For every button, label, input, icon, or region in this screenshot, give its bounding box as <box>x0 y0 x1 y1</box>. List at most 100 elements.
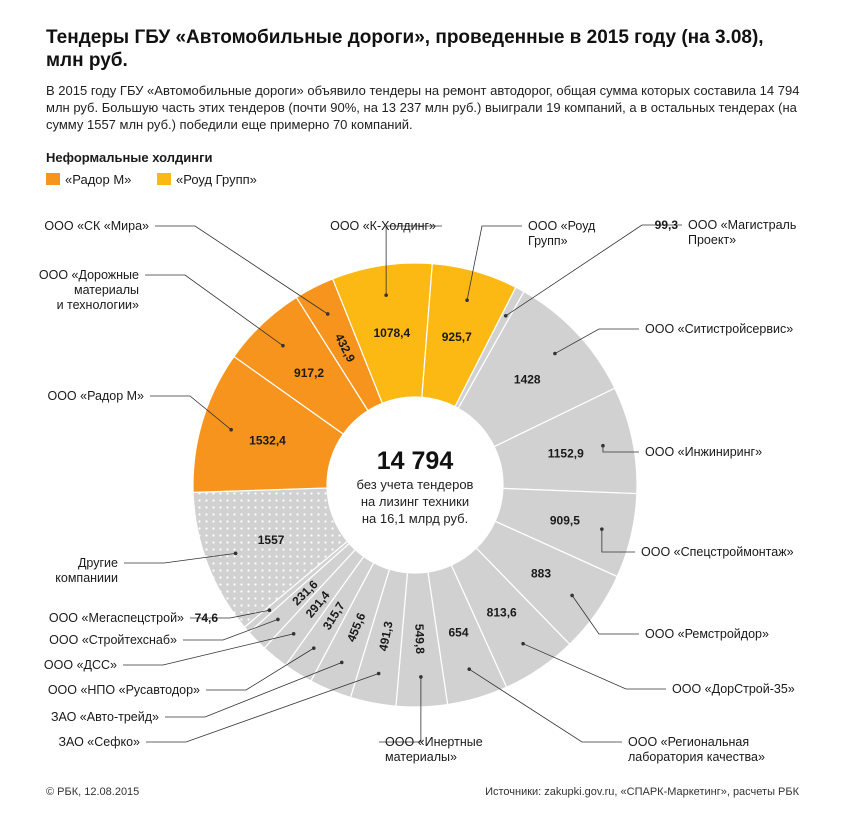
legend-label-road-group: «Роуд Групп» <box>176 172 257 187</box>
company-label: ООО «Роуд Групп» <box>528 219 596 248</box>
company-label-line: ООО «Дорожные <box>39 268 139 282</box>
leader-line <box>385 225 442 296</box>
leader-dot <box>339 660 344 665</box>
value-label: 909,5 <box>550 513 580 527</box>
leader-line <box>150 395 232 431</box>
company-label-line: ООО «Спецстроймонтаж» <box>641 545 794 559</box>
leader-line <box>155 225 328 315</box>
leader-line <box>165 662 342 718</box>
value-label: 99,3 <box>655 218 679 232</box>
company-label: Другие компаниии <box>55 556 118 585</box>
value-label: 1428 <box>514 373 541 387</box>
leader-dot <box>311 646 316 650</box>
company-label: ООО «К-Холдинг» <box>330 219 436 233</box>
leader-dot <box>281 343 285 348</box>
leader-lines <box>123 224 682 743</box>
legend-title: Неформальные холдинги <box>46 150 213 165</box>
company-label-line: Групп» <box>528 234 568 248</box>
company-label-line: ООО «Мегаспецстрой» <box>49 611 184 625</box>
leader-line <box>190 609 270 619</box>
leader-line <box>522 643 666 690</box>
company-label: ООО «Дорожные материалы и технологии» <box>39 268 139 312</box>
leader-line <box>601 529 635 553</box>
company-label-line: ООО «Магистраль <box>688 218 796 232</box>
company-label-line: Проект» <box>688 233 736 247</box>
leader-dot <box>291 631 296 636</box>
company-label: ООО «Ситистройсервис» <box>645 322 793 336</box>
company-label: ООО «Магистраль Проект» <box>688 218 796 247</box>
legend-item-road-group: «Роуд Групп» <box>157 172 257 188</box>
company-label-line: материалы <box>74 283 139 297</box>
copyright: © РБК, 12.08.2015 <box>46 786 140 798</box>
value-label: 1532,4 <box>249 434 286 448</box>
leader-line <box>379 676 422 743</box>
legend-label-rador: «Радор М» <box>65 172 132 187</box>
slices <box>192 262 638 708</box>
company-label-line: и технологии» <box>57 298 139 312</box>
leader-line <box>469 668 622 743</box>
company-label: ООО «НПО «Русавтодор» <box>48 683 200 697</box>
value-label: 883 <box>531 567 551 581</box>
leader-line <box>554 328 639 354</box>
leader-line <box>124 552 236 564</box>
leader-line <box>123 633 294 666</box>
leader-dot <box>570 593 574 598</box>
company-label: ООО «Региональная лаборатория качества» <box>628 735 765 764</box>
leader-line <box>602 445 639 453</box>
leader-dot <box>465 298 469 302</box>
value-label: 813,6 <box>487 605 517 619</box>
chart-title: Тендеры ГБУ «Автомобильные дороги», пров… <box>46 27 764 71</box>
company-label-line: ООО «ДСС» <box>44 658 117 672</box>
value-label: 925,7 <box>442 330 472 344</box>
leader-line <box>466 225 522 301</box>
leader-dot <box>233 551 238 556</box>
leader-line <box>571 595 639 635</box>
leader-dot <box>325 312 330 316</box>
company-label-line: ЗАО «Авто-трейд» <box>51 710 159 724</box>
leader-dot <box>601 443 605 448</box>
company-label: ООО «Ремстройдор» <box>645 627 769 641</box>
center-caption-1: без учета тендеров <box>357 477 474 492</box>
center-caption-3: на 16,1 млрд руб. <box>362 511 468 526</box>
company-label: ООО «СК «Мира» <box>44 219 149 233</box>
company-label: ЗАО «Сефко» <box>58 735 140 749</box>
leader-dot <box>419 675 423 679</box>
company-label: ООО «Радор М» <box>47 389 144 403</box>
leader-dot <box>229 427 233 432</box>
intro-text: В 2015 году ГБУ «Автомобильные дороги» о… <box>46 83 800 132</box>
company-label: ООО «Инжиниринг» <box>645 445 762 459</box>
company-label-line: ООО «Ремстройдор» <box>645 627 769 641</box>
company-label-line: материалы» <box>385 750 457 764</box>
sources: Источники: zakupki.gov.ru, «СПАРК-Маркет… <box>485 786 799 798</box>
company-label-line: ООО «СК «Мира» <box>44 219 149 233</box>
leader-dot <box>384 293 388 297</box>
company-label-line: Другие <box>78 556 118 570</box>
company-label: ООО «Инертные материалы» <box>385 735 483 764</box>
center-hole <box>327 397 503 573</box>
company-label-line: ООО «К-Холдинг» <box>330 219 436 233</box>
company-label-line: лаборатория качества» <box>628 750 765 764</box>
value-label: 917,2 <box>294 366 324 380</box>
company-labels: ООО «Магистраль Проект» ООО «Ситистройсерв… <box>39 218 796 764</box>
leader-dot <box>553 351 557 356</box>
value-label: 1152,9 <box>548 446 584 460</box>
company-label-line: ООО «Ситистройсервис» <box>645 322 793 336</box>
company-label: ООО «Стройтехснаб» <box>49 633 177 647</box>
legend-item-rador: «Радор М» <box>46 172 131 188</box>
leader-dot <box>503 314 508 318</box>
company-label: ООО «ДорСтрой-35» <box>672 682 795 696</box>
leader-line <box>505 224 682 317</box>
leader-line <box>206 647 314 691</box>
company-label-line: ООО «НПО «Русавтодор» <box>48 683 200 697</box>
company-label-line: ООО «ДорСтрой-35» <box>672 682 795 696</box>
leader-dot <box>521 641 525 646</box>
company-label-line: ЗАО «Сефко» <box>58 735 140 749</box>
company-label-line: ООО «Стройтехснаб» <box>49 633 177 647</box>
leader-line <box>146 673 379 743</box>
company-label: ООО «ДСС» <box>44 658 117 672</box>
value-label: 74,6 <box>195 611 219 625</box>
leader-dot <box>467 667 472 671</box>
value-label: 1557 <box>258 533 285 547</box>
company-label: ЗАО «Авто-трейд» <box>51 710 159 724</box>
